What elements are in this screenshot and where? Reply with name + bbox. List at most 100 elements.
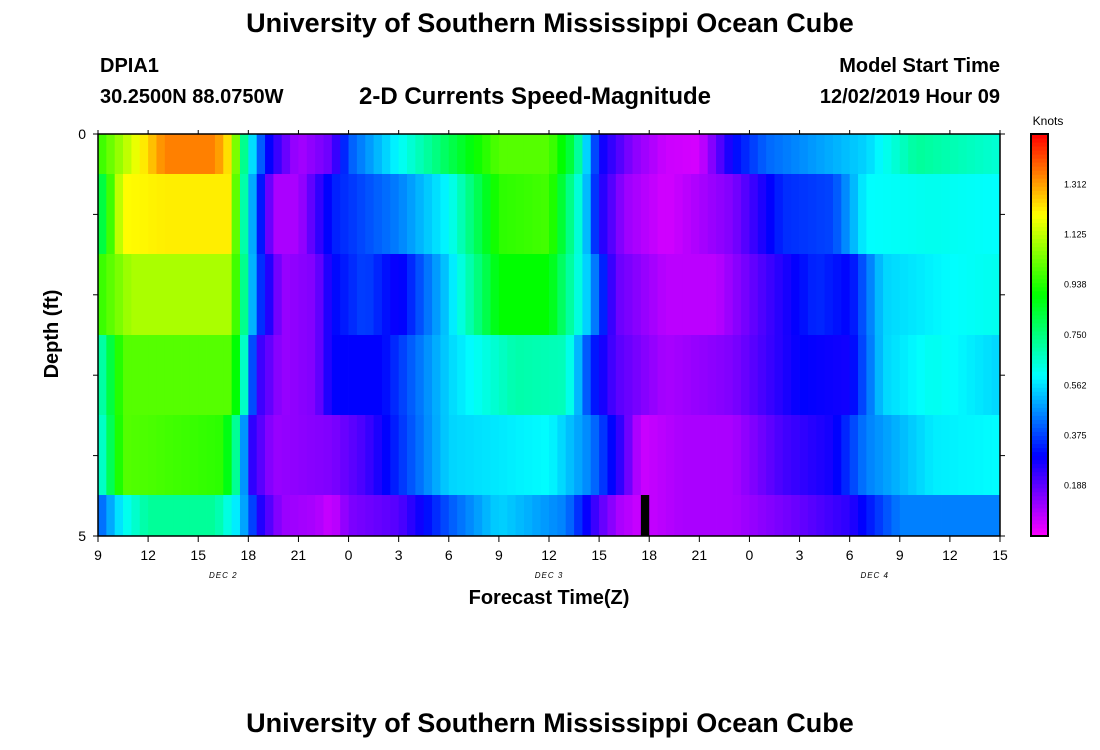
heatmap-cell — [148, 254, 157, 335]
heatmap-cell — [665, 495, 675, 536]
colorbar-segment — [1031, 507, 1048, 513]
heatmap-cell — [248, 174, 258, 254]
heatmap-cell — [290, 415, 299, 495]
heatmap-cell — [741, 495, 750, 536]
colorbar-segment — [1031, 511, 1048, 517]
colorbar-segment — [1031, 447, 1048, 453]
heatmap-cell — [482, 174, 491, 254]
heatmap-cell — [791, 134, 800, 174]
heatmap-cell — [657, 495, 667, 536]
heatmap-cell — [807, 134, 817, 174]
heatmap-cell — [958, 495, 967, 536]
heatmap-cell — [273, 495, 283, 536]
heatmap-cell — [123, 174, 132, 254]
heatmap-cell — [365, 254, 375, 335]
heatmap-cell — [841, 495, 851, 536]
colorbar-segment — [1031, 471, 1048, 477]
x-tick-label: 0 — [345, 547, 353, 563]
heatmap-cell — [473, 254, 483, 335]
heatmap-cell — [306, 174, 316, 254]
heatmap-cell — [181, 335, 191, 415]
x-tick-label: 21 — [692, 547, 708, 563]
heatmap-cell — [716, 495, 725, 536]
heatmap-cell — [974, 335, 984, 415]
colorbar-segment — [1031, 322, 1048, 328]
heatmap-cell — [206, 134, 216, 174]
heatmap-cell — [958, 134, 967, 174]
heatmap-cell — [674, 335, 684, 415]
heatmap-cell — [298, 415, 308, 495]
colorbar-segment — [1031, 359, 1048, 364]
heatmap-cell — [766, 415, 775, 495]
heatmap-cell — [649, 335, 658, 415]
heatmap-cell — [674, 174, 684, 254]
colorbar-segment — [1031, 459, 1048, 465]
colorbar-segment — [1031, 302, 1048, 308]
heatmap-cell — [239, 495, 249, 536]
heatmap-cell — [523, 415, 533, 495]
heatmap-cell — [331, 335, 341, 415]
colorbar-tick-label: 0.938 — [1064, 280, 1087, 290]
heatmap-cell — [741, 174, 750, 254]
heatmap-cell — [423, 134, 433, 174]
heatmap-cell — [549, 335, 558, 415]
heatmap-cell — [933, 254, 942, 335]
heatmap-cell — [523, 335, 533, 415]
heatmap-cell — [432, 415, 441, 495]
heatmap-cell — [515, 495, 525, 536]
heatmap-cell — [941, 335, 951, 415]
heatmap-cell — [640, 415, 650, 495]
heatmap-cell — [156, 335, 166, 415]
heatmap-cell — [457, 415, 466, 495]
colorbar-segment — [1031, 531, 1048, 537]
colorbar-segment — [1031, 375, 1048, 380]
heatmap-cell — [707, 134, 717, 174]
heatmap-cell — [373, 335, 383, 415]
heatmap-cell — [315, 415, 324, 495]
heatmap-cell — [766, 174, 775, 254]
heatmap-cell — [223, 335, 233, 415]
heatmap-cell — [682, 254, 692, 335]
heatmap-cell — [974, 134, 984, 174]
x-tick-label: 15 — [992, 547, 1008, 563]
heatmap-cell — [958, 415, 967, 495]
heatmap-cell — [807, 254, 817, 335]
heatmap-cell — [532, 335, 542, 415]
heatmap-cell — [106, 495, 116, 536]
heatmap-cell — [782, 495, 792, 536]
heatmap-cell — [281, 134, 291, 174]
heatmap-cell — [565, 415, 575, 495]
heatmap-cell — [949, 335, 959, 415]
heatmap-cell — [816, 335, 826, 415]
heatmap-cell — [824, 415, 834, 495]
heatmap-cell — [432, 254, 441, 335]
heatmap-cell — [774, 495, 784, 536]
heatmap-cell — [348, 254, 358, 335]
heatmap-cell — [298, 254, 308, 335]
heatmap-cell — [256, 495, 266, 536]
heatmap-cell — [298, 495, 308, 536]
heatmap-cell — [674, 134, 684, 174]
heatmap-cell — [732, 174, 742, 254]
chart-title: 2-D Currents Speed-Magnitude — [359, 83, 712, 110]
heatmap-cell — [131, 254, 141, 335]
colorbar-segment — [1031, 519, 1048, 525]
heatmap-cell — [540, 335, 550, 415]
heatmap-cell — [949, 174, 959, 254]
heatmap-cell — [816, 254, 826, 335]
heatmap-cell — [340, 415, 349, 495]
heatmap-cell — [507, 174, 516, 254]
heatmap-cell — [315, 335, 324, 415]
heatmap-cell — [306, 134, 316, 174]
heatmap-cell — [607, 134, 617, 174]
heatmap-cell — [365, 495, 375, 536]
heatmap-cell — [98, 335, 107, 415]
heatmap-cell — [699, 174, 709, 254]
heatmap-cell — [473, 335, 483, 415]
heatmap-cell — [832, 335, 842, 415]
heatmap-cell — [173, 495, 182, 536]
heatmap-cell — [916, 134, 926, 174]
colorbar-segment — [1031, 190, 1048, 195]
heatmap-cell — [974, 495, 984, 536]
heatmap-cell — [281, 415, 291, 495]
